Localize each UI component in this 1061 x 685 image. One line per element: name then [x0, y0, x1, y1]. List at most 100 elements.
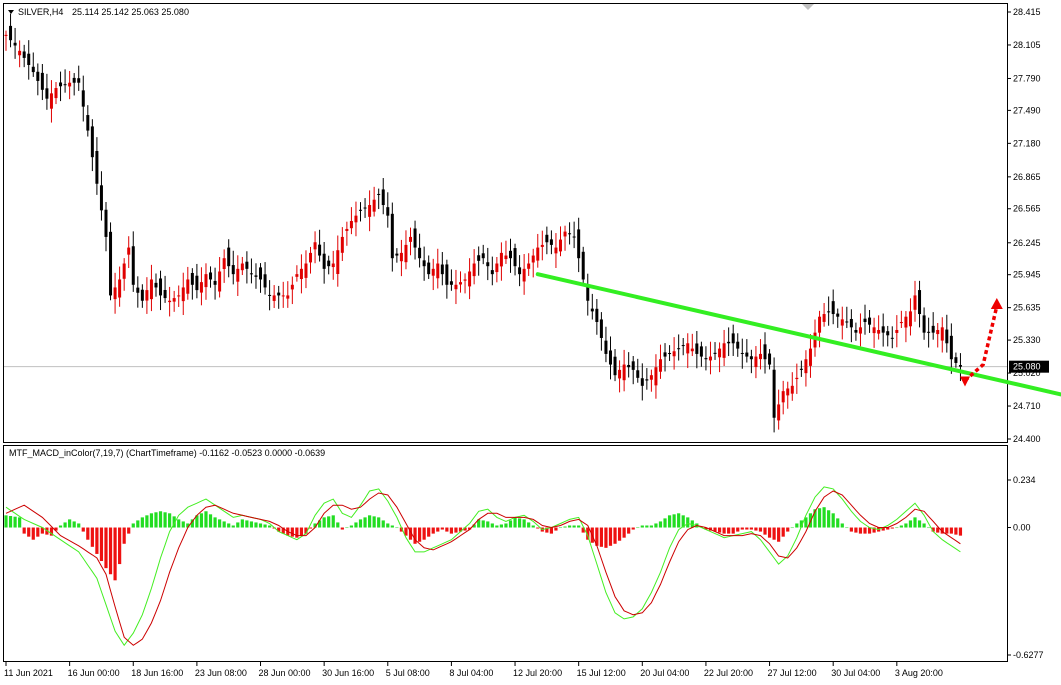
candle-body — [122, 263, 126, 279]
candle-body — [836, 313, 840, 317]
histogram-bar — [122, 527, 126, 544]
candle-body — [63, 84, 67, 86]
histogram-bar — [599, 527, 603, 547]
candle-body — [554, 247, 558, 254]
candle-body — [454, 284, 458, 290]
price-tick-label: 26.865 — [1013, 172, 1041, 182]
candle-body — [768, 353, 772, 365]
candle-body — [568, 233, 572, 235]
candle-body — [431, 268, 435, 276]
histogram-bar — [236, 522, 240, 528]
macd-line — [5, 486, 961, 647]
histogram-bar — [908, 520, 913, 528]
candle-body — [654, 367, 658, 386]
histogram-bar — [517, 518, 522, 528]
candle-body — [495, 263, 499, 273]
histogram-bar — [363, 517, 367, 528]
ohlc-readout: 25.114 25.142 25.063 25.080 — [72, 7, 189, 17]
histogram-bar — [472, 524, 476, 528]
histogram-bar — [354, 522, 358, 528]
histogram-bar — [413, 527, 417, 544]
histogram-bar — [490, 523, 494, 528]
time-tick-label: 27 Jul 12:00 — [768, 668, 817, 678]
candle-body — [340, 236, 344, 253]
histogram-bar — [922, 523, 926, 528]
candle-body — [172, 298, 176, 302]
candle-body — [109, 231, 113, 296]
histogram-bar — [881, 527, 885, 531]
histogram-bar — [867, 527, 872, 534]
histogram-bar — [149, 513, 154, 528]
histogram-bar — [118, 527, 122, 565]
candle-body — [145, 290, 149, 301]
histogram-bar — [667, 515, 672, 528]
chart-shift-icon[interactable] — [802, 4, 814, 10]
candle-body — [463, 279, 467, 281]
candle-body — [813, 332, 817, 348]
drawings-layer[interactable] — [535, 272, 1061, 397]
histogram-bar — [722, 527, 726, 534]
histogram-bar — [77, 523, 81, 528]
candle-body — [795, 377, 799, 380]
candle-body — [436, 263, 440, 279]
candle-body — [663, 352, 667, 357]
macd-panel[interactable] — [3, 445, 1008, 662]
histogram-bar — [22, 527, 26, 534]
histogram-bar — [567, 525, 572, 528]
histogram-bar — [754, 527, 758, 531]
histogram-bar — [940, 527, 944, 534]
candle-body — [681, 345, 685, 347]
histogram-bar — [177, 519, 181, 528]
candle-body — [899, 322, 903, 324]
candle-body — [704, 358, 708, 360]
histogram-bar — [86, 527, 90, 540]
histogram-bar — [404, 527, 408, 536]
candle-body — [149, 279, 153, 300]
candle-body — [872, 327, 876, 334]
histogram-bar — [249, 521, 254, 528]
candle-body — [240, 263, 244, 271]
histogram-bar — [449, 527, 454, 534]
histogram-bar — [258, 523, 263, 528]
candle-body — [13, 42, 17, 46]
histogram-bar — [781, 527, 785, 537]
histogram-bar — [327, 516, 331, 528]
candle-body — [304, 263, 308, 278]
candle-body — [736, 341, 740, 349]
price-tick-label: 26.245 — [1013, 238, 1041, 248]
candle-body — [958, 365, 962, 367]
price-tick-label: 25.020 — [1013, 368, 1041, 378]
candle-body — [804, 359, 808, 374]
candle-body — [631, 361, 635, 370]
candle-body — [159, 278, 163, 296]
histogram-bar — [104, 527, 108, 569]
candle-body — [404, 244, 408, 263]
candle-body — [399, 252, 403, 262]
candle-body — [758, 353, 762, 360]
candle-body — [481, 253, 485, 259]
histogram-bar — [190, 519, 194, 528]
histogram-bar — [931, 527, 935, 532]
candle-body — [931, 325, 935, 333]
histogram-bar — [945, 527, 949, 534]
signal-line — [5, 490, 961, 646]
histogram-bar — [68, 519, 72, 528]
histogram-bar — [495, 525, 499, 528]
histogram-bar — [186, 523, 190, 528]
candle-body — [468, 271, 472, 287]
candle-body — [81, 90, 85, 107]
histogram-bar — [227, 523, 231, 528]
histogram-bar — [804, 517, 808, 528]
time-tick-label: 20 Jul 04:00 — [640, 668, 689, 678]
candle-body — [927, 331, 931, 333]
candle-body — [259, 267, 263, 280]
symbol-dropdown-icon[interactable] — [8, 10, 14, 14]
price-panel[interactable] — [3, 3, 1008, 443]
time-tick-label: 28 Jun 00:00 — [259, 668, 311, 678]
candle-body — [59, 82, 63, 87]
candle-body — [699, 346, 703, 357]
candle-body — [668, 353, 672, 355]
candle-body — [572, 236, 576, 238]
histogram-bar — [281, 527, 285, 534]
